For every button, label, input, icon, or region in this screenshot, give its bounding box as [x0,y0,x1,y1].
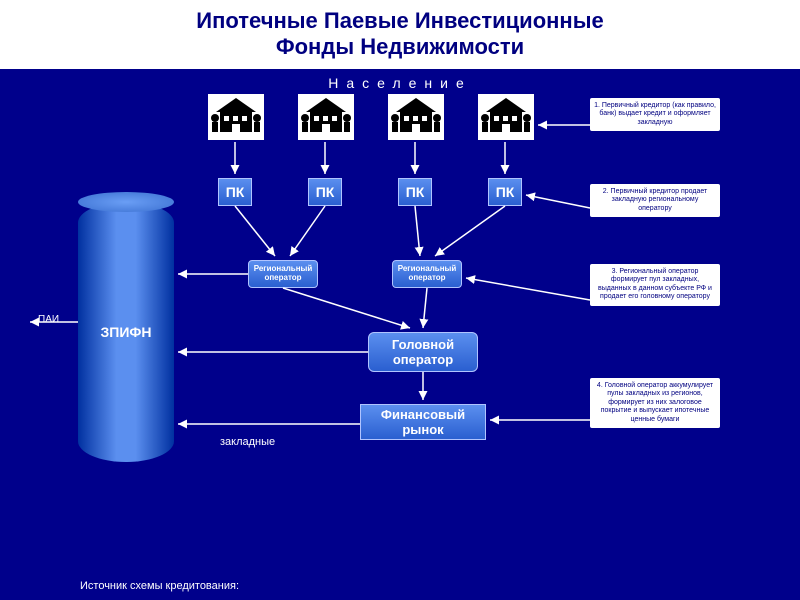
house-icon [298,94,354,140]
house-icon [208,94,264,140]
title-line1: Ипотечные Паевые Инвестиционные [20,8,780,34]
house-icon [388,94,444,140]
title-block: Ипотечные Паевые Инвестиционные Фонды Не… [0,0,800,69]
financial-market-node: Финансовый рынок [360,404,486,440]
title-line2: Фонды Недвижимости [20,34,780,60]
fund-label: ЗПИФН [101,324,152,340]
pk-node: ПК [488,178,522,206]
fund-cylinder: ЗПИФН [78,202,174,462]
desc-step-3: 3. Региональный оператор формирует пул з… [590,264,720,306]
house-icon [478,94,534,140]
pk-node: ПК [308,178,342,206]
desc-step-2: 2. Первичный кредитор продает закладную … [590,184,720,217]
pai-label: ПАИ [38,314,59,325]
source-label: Источник схемы кредитования: [80,580,239,592]
regional-operator-node: Региональный оператор [392,260,462,288]
head-operator-node: Головной оператор [368,332,478,372]
regional-operator-node: Региональный оператор [248,260,318,288]
pk-node: ПК [218,178,252,206]
pk-node: ПК [398,178,432,206]
zakladnye-label: закладные [220,436,275,448]
desc-step-4: 4. Головной оператор аккумулирует пулы з… [590,378,720,428]
subtitle: Население [0,75,800,91]
desc-step-1: 1. Первичный кредитор (как правило, банк… [590,98,720,131]
